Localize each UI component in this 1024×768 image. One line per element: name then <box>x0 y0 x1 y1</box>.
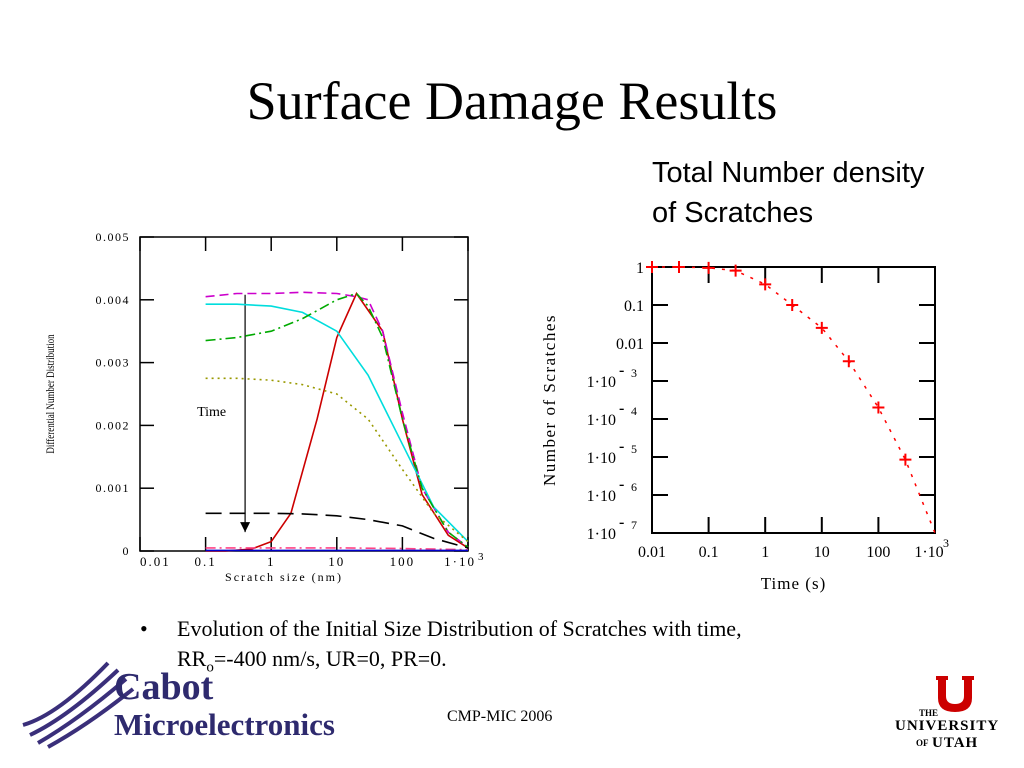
chart1-series-line-3 <box>205 292 469 548</box>
chart2-data-point <box>842 355 855 368</box>
chart2-ytick-label: 0.1 <box>624 298 644 315</box>
chart2-ytick-label: 1·10 <box>587 412 616 429</box>
chart2-ytick-minus: - <box>619 400 624 417</box>
chart2-xtick-label: 0.01 <box>638 544 666 561</box>
chart2-ytick-minus: - <box>619 438 624 455</box>
chart2-ytick-exponent: 4 <box>631 404 637 418</box>
utah-the: THE <box>919 708 938 718</box>
chart1-xtick-label: 0.1 <box>194 554 216 569</box>
chart2-ytick-label: 0.01 <box>616 336 644 353</box>
chart1-series-line-2 <box>205 303 469 543</box>
chart-caption: Total Number density of Scratches <box>652 153 1012 233</box>
utah-utah: UTAH <box>932 735 978 751</box>
utah-logo: THE UNIVERSITY OF UTAH <box>895 676 999 751</box>
chart2-xtick-label: 100 <box>866 544 890 561</box>
chart2-data-point <box>702 261 715 274</box>
chart1-series-line-4 <box>205 377 469 543</box>
chart2-ylabel: Number of Scratches <box>540 314 559 486</box>
bullet-text: Evolution of the Initial Size Distributi… <box>177 614 742 682</box>
chart2-data-point <box>899 453 912 466</box>
chart2-data-point <box>673 261 686 273</box>
chart1-xtick-label: 1·10 <box>444 554 476 569</box>
bullet-symbol: • <box>140 616 148 641</box>
utah-u-icon <box>936 676 974 712</box>
cabot-logo: Cabot Microelectronics <box>22 661 335 749</box>
utah-of: OF <box>916 738 929 748</box>
bullet-line-2: RRo=-400 nm/s, UR=0, PR=0. <box>177 644 742 682</box>
bullet-params: =-400 nm/s, UR=0, PR=0. <box>213 646 447 671</box>
chart1-ytick-label: 0 <box>123 544 131 558</box>
chart1-ytick-label: 0.004 <box>96 293 131 307</box>
chart2-ytick-label: 1·10 <box>587 450 616 467</box>
chart2-labels: 10.10.011·10- 31·10- 41·10- 51·10- 61·10- 70.… <box>540 260 949 593</box>
chart2-ytick-label: 1 <box>636 260 644 277</box>
caption-line-1: Total Number density <box>652 157 925 189</box>
caption-line-2: of Scratches <box>652 197 814 229</box>
footer-text: CMP-MIC 2006 <box>447 708 553 725</box>
slide-title: Surface Damage Results <box>246 71 778 131</box>
chart2-data-point <box>646 261 658 273</box>
chart2-ytick-minus: - <box>619 514 624 531</box>
chart2-xtick-label: 1 <box>761 544 769 561</box>
time-arrow-head-icon <box>240 522 251 533</box>
bullet-rr: RR <box>177 646 207 671</box>
chart2-ytick-exponent: 3 <box>631 366 637 380</box>
chart2-ytick-label: 1·10 <box>587 488 616 505</box>
chart2-ytick-minus: - <box>619 362 624 379</box>
chart2-xlabel: Time (s) <box>761 574 826 593</box>
chart2-data-point <box>786 299 799 311</box>
chart2-ytick-minus: - <box>619 476 624 493</box>
chart2-xtick-label: 1·10 <box>914 544 943 561</box>
time-annotation: Time <box>197 405 226 420</box>
scratch-count-chart: 10.10.011·10- 31·10- 41·10- 51·10- 61·10- 70.… <box>540 260 949 593</box>
chart2-ytick-exponent: 5 <box>631 442 637 456</box>
chart1-frame <box>139 236 469 552</box>
chart2-xtick-label: 10 <box>814 544 830 561</box>
size-distribution-chart: 0.005 0.004 0.003 0.002 0.001 0 0.01 0.1 1 10 100 1… <box>45 230 484 584</box>
bullet-rr-subscript: o <box>206 659 214 676</box>
chart1-series <box>205 291 469 552</box>
chart2-xtick-label: 0.1 <box>699 544 719 561</box>
chart1-xtick-exponent: 3 <box>478 551 484 563</box>
chart2-ytick-exponent: 7 <box>631 518 637 532</box>
chart1-xtick-label: 0.01 <box>140 554 171 569</box>
chart1-series-line-6 <box>205 547 469 551</box>
chart1-ytick-label: 0.002 <box>96 418 131 432</box>
chart2-xtick-exponent: 3 <box>943 536 949 550</box>
chart1-ytick-label: 0.001 <box>96 481 131 495</box>
chart2-data-point <box>759 278 772 291</box>
chart1-xlabel: Scratch size (nm) <box>225 570 343 584</box>
bullet-line-1: Evolution of the Initial Size Distributi… <box>177 616 742 641</box>
chart2-ytick-label: 1·10 <box>587 374 616 391</box>
chart2-trend-line <box>652 266 936 534</box>
chart1-series-line-5 <box>205 512 469 549</box>
chart1-xtick-label: 10 <box>328 554 345 569</box>
cabot-subname: Microelectronics <box>114 707 335 742</box>
chart2-plot-border <box>651 266 936 534</box>
chart2-data-point <box>729 264 742 277</box>
chart1-ylabel: Differential Number Distribution <box>45 334 57 454</box>
chart1-plot-border <box>139 236 469 552</box>
chart2-data-point <box>815 321 828 334</box>
chart1-xtick-label: 100 <box>390 554 416 569</box>
chart1-labels: 0.005 0.004 0.003 0.002 0.001 0 0.01 0.1 1 10 100 1… <box>45 230 484 584</box>
chart1-series-line-0 <box>205 291 469 552</box>
chart2-data-point <box>872 401 885 414</box>
cabot-swoosh-icon <box>22 661 135 749</box>
chart2-ytick-exponent: 6 <box>631 480 637 494</box>
chart2-series <box>646 261 936 534</box>
utah-university: UNIVERSITY <box>895 718 999 734</box>
chart1-xtick-label: 1 <box>267 554 276 569</box>
chart2-ytick-label: 1·10 <box>587 526 616 543</box>
chart2-frame <box>651 266 936 534</box>
cabot-name: Cabot <box>114 666 214 708</box>
chart1-ytick-label: 0.003 <box>96 356 131 370</box>
chart1-ytick-label: 0.005 <box>96 230 131 244</box>
